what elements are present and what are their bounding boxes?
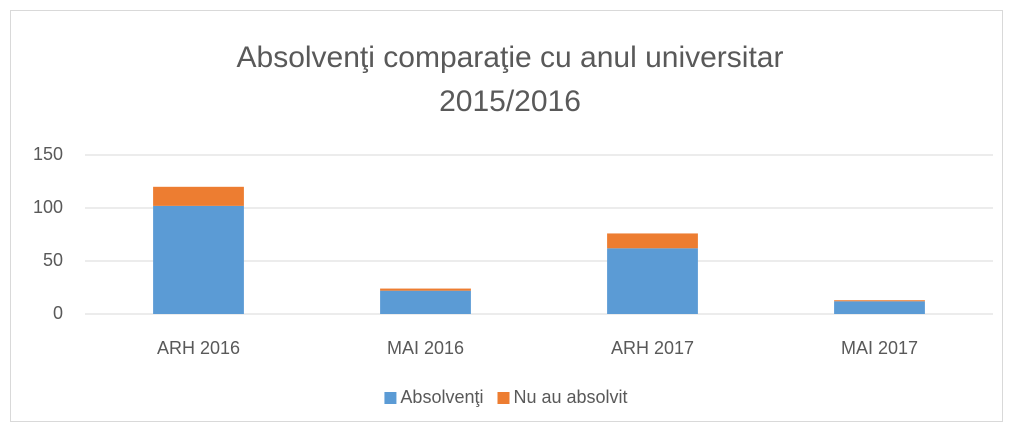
chart-title: Absolvenţi comparaţie cu anul universita…	[236, 41, 784, 118]
bar-segment	[834, 300, 925, 302]
x-tick-label: ARH 2017	[611, 338, 694, 358]
y-tick-label: 150	[33, 144, 63, 164]
x-tick-label: MAI 2016	[387, 338, 464, 358]
legend-label: Nu au absolvit	[513, 387, 627, 407]
legend-label: Absolvenţi	[400, 387, 483, 407]
x-tick-label: MAI 2017	[841, 338, 918, 358]
bar-segment	[153, 186, 244, 206]
x-tick-label: ARH 2016	[157, 338, 240, 358]
bar-segment	[380, 288, 471, 291]
bar-segment	[153, 205, 244, 314]
y-tick-label: 100	[33, 197, 63, 217]
bar-segment	[380, 290, 471, 314]
y-tick-label: 50	[43, 250, 63, 270]
y-tick-label: 0	[53, 303, 63, 323]
bar-segment	[607, 233, 698, 249]
bar-segment	[607, 248, 698, 314]
bar-segment	[834, 301, 925, 314]
legend-swatch	[384, 392, 397, 404]
legend-swatch	[497, 392, 510, 404]
